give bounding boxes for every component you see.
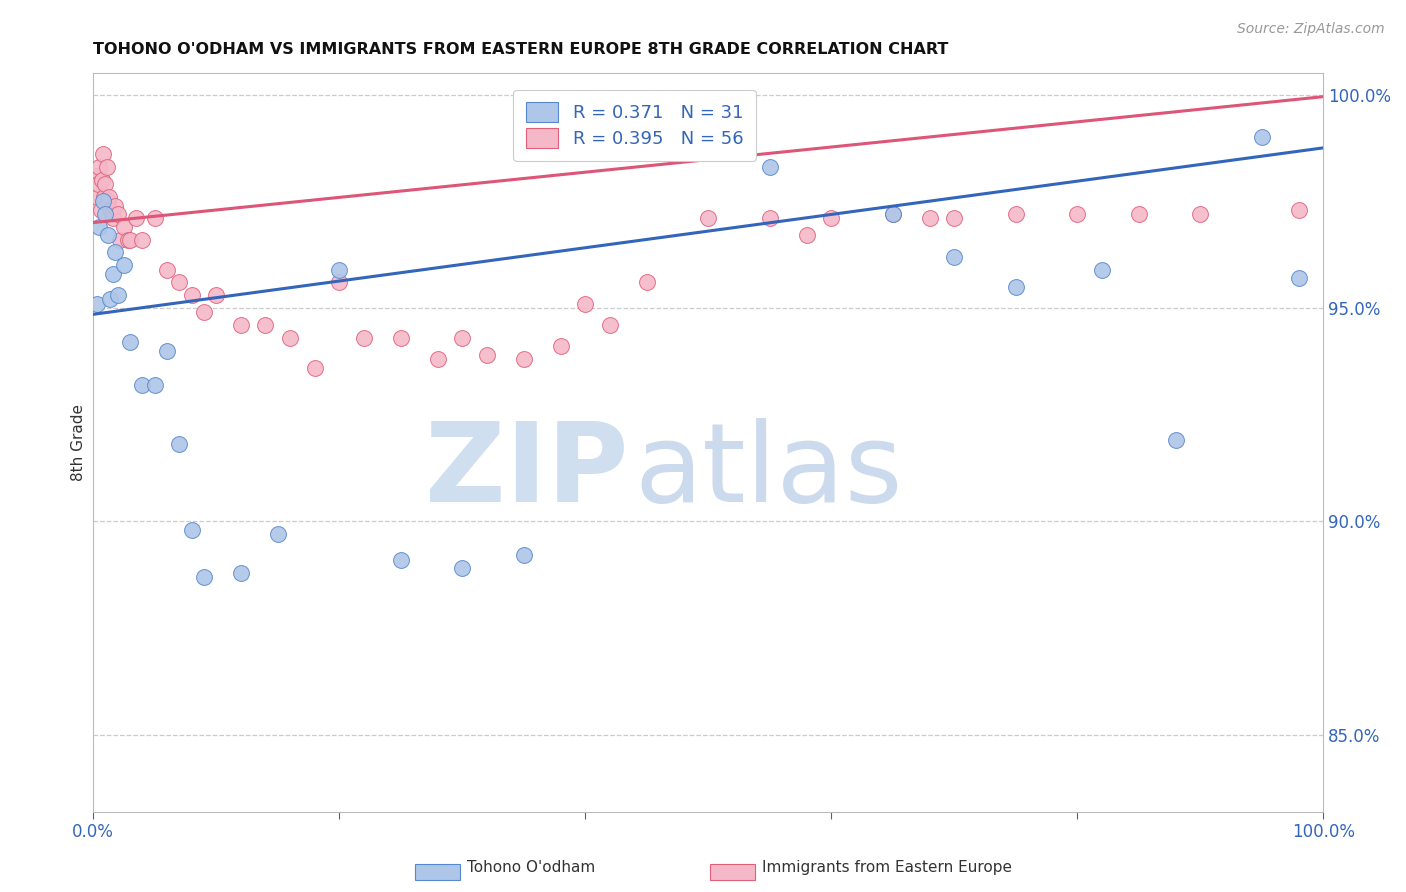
Point [169, 437, 191, 451]
Point [451, 331, 474, 345]
Point [104, 198, 127, 212]
Point [169, 276, 191, 290]
Point [1189, 207, 1212, 221]
Text: atlas: atlas [634, 418, 903, 525]
Point [1004, 207, 1026, 221]
Point [574, 296, 596, 310]
Point [90, 202, 112, 217]
Point [229, 566, 252, 580]
Point [107, 288, 129, 302]
Point [112, 258, 135, 272]
Point [266, 527, 288, 541]
Point [193, 305, 215, 319]
Point [758, 211, 780, 226]
Point [943, 250, 966, 264]
Point [229, 318, 252, 332]
Point [304, 360, 326, 375]
Y-axis label: 8th Grade: 8th Grade [72, 404, 86, 481]
Point [758, 160, 780, 174]
Point [353, 331, 375, 345]
Text: Tohono O'odham: Tohono O'odham [467, 860, 595, 874]
Point [599, 318, 621, 332]
Point [94, 207, 117, 221]
Point [1250, 130, 1272, 145]
Point [87, 177, 110, 191]
Point [328, 262, 350, 277]
Point [125, 211, 148, 226]
Point [254, 318, 277, 332]
Point [426, 352, 449, 367]
Point [120, 334, 142, 349]
Point [550, 339, 572, 353]
Legend: R = 0.371   N = 31, R = 0.395   N = 56: R = 0.371 N = 31, R = 0.395 N = 56 [513, 89, 756, 161]
Point [110, 233, 132, 247]
Point [796, 228, 818, 243]
Point [278, 331, 301, 345]
Point [96, 160, 118, 174]
Point [131, 233, 153, 247]
Point [97, 228, 120, 243]
Point [101, 211, 124, 226]
Point [1091, 262, 1114, 277]
Point [1164, 434, 1187, 448]
Point [89, 160, 111, 174]
Point [451, 561, 474, 575]
Point [94, 177, 117, 191]
Text: ZIP: ZIP [425, 418, 628, 525]
Point [86, 190, 108, 204]
Point [120, 233, 142, 247]
Point [1128, 207, 1150, 221]
Point [918, 211, 941, 226]
Point [112, 219, 135, 234]
Point [101, 267, 124, 281]
Point [143, 211, 166, 226]
Point [1288, 271, 1310, 285]
Point [156, 343, 179, 358]
Point [475, 348, 498, 362]
Point [882, 207, 904, 221]
Point [882, 207, 904, 221]
Point [1288, 202, 1310, 217]
Point [389, 552, 412, 566]
Point [156, 262, 179, 277]
Point [107, 207, 129, 221]
Point [91, 194, 114, 209]
Point [820, 211, 842, 226]
Text: Immigrants from Eastern Europe: Immigrants from Eastern Europe [762, 860, 1012, 874]
Point [389, 331, 412, 345]
Point [697, 211, 720, 226]
Point [143, 377, 166, 392]
Point [98, 190, 121, 204]
Point [512, 549, 534, 563]
Point [117, 233, 139, 247]
Point [636, 276, 658, 290]
Point [131, 377, 153, 392]
Text: TOHONO O'ODHAM VS IMMIGRANTS FROM EASTERN EUROPE 8TH GRADE CORRELATION CHART: TOHONO O'ODHAM VS IMMIGRANTS FROM EASTER… [93, 42, 949, 57]
Point [100, 202, 122, 217]
Point [512, 352, 534, 367]
Point [84, 169, 107, 183]
Point [193, 570, 215, 584]
Point [93, 190, 115, 204]
Point [180, 288, 202, 302]
Point [1004, 279, 1026, 293]
Point [1066, 207, 1088, 221]
Point [943, 211, 966, 226]
Point [97, 194, 120, 209]
Text: Source: ZipAtlas.com: Source: ZipAtlas.com [1237, 22, 1385, 37]
Point [328, 276, 350, 290]
Point [91, 147, 114, 161]
Point [100, 207, 122, 221]
Point [89, 219, 111, 234]
Point [90, 173, 112, 187]
Point [104, 245, 127, 260]
Point [100, 293, 122, 307]
Point [180, 523, 202, 537]
Point [86, 296, 108, 310]
Point [205, 288, 228, 302]
